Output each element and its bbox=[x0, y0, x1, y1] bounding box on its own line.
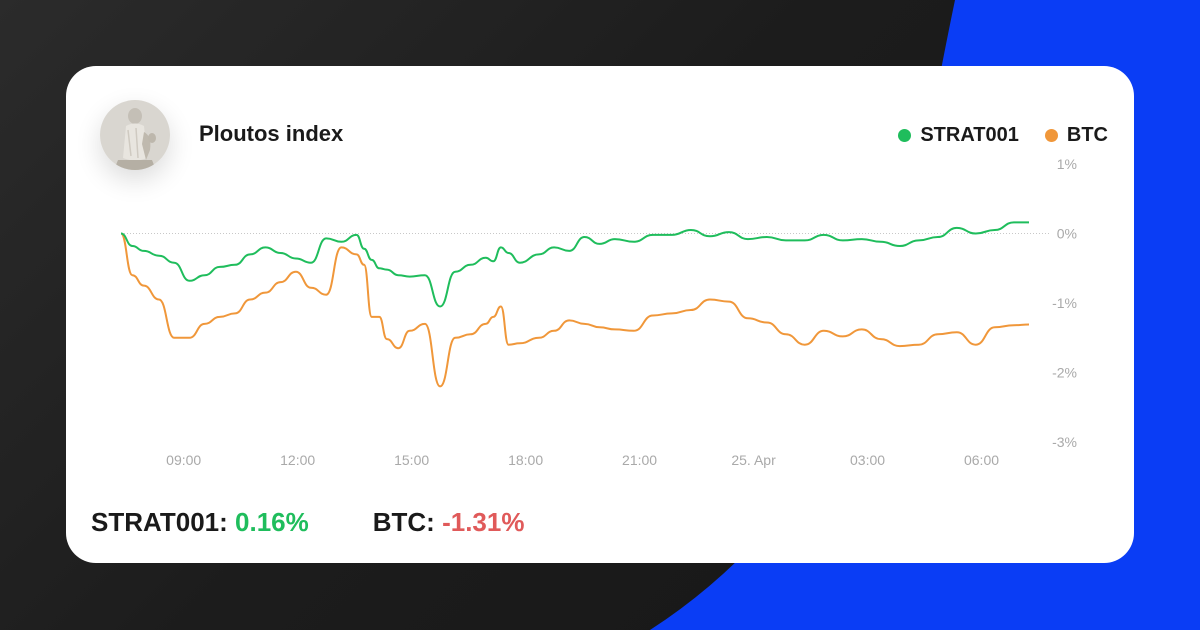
chart-legend: STRAT001 BTC bbox=[898, 124, 1108, 147]
x-tick-label: 12:00 bbox=[280, 452, 315, 468]
legend-item-btc[interactable]: BTC bbox=[1044, 124, 1108, 147]
x-tick-label: 25. Apr bbox=[731, 452, 776, 468]
y-tick-label: 1% bbox=[1057, 156, 1077, 172]
y-tick-label: -2% bbox=[1052, 365, 1077, 381]
legend-dot-strat-icon bbox=[898, 129, 912, 142]
y-tick-label: 0% bbox=[1057, 226, 1077, 242]
legend-label-strat: STRAT001 bbox=[920, 124, 1019, 146]
series-line-strat001[interactable] bbox=[120, 221, 1029, 308]
summary-btc-label: BTC: bbox=[372, 507, 435, 537]
summary-strat-value: 0.16% bbox=[235, 507, 309, 537]
series-line-btc[interactable] bbox=[120, 232, 1030, 388]
series-layer bbox=[120, 221, 1030, 388]
legend-item-strat[interactable]: STRAT001 bbox=[898, 124, 1019, 147]
performance-summary: STRAT001: 0.16% BTC: -1.31% bbox=[91, 507, 524, 538]
x-tick-label: 15:00 bbox=[394, 452, 429, 468]
y-axis-ticks: 1% 0% -1% -2% -3% bbox=[1052, 156, 1077, 450]
x-tick-label: 18:00 bbox=[508, 452, 543, 468]
x-tick-label: 09:00 bbox=[166, 452, 201, 468]
x-axis-ticks: 09:00 12:00 15:00 18:00 21:00 25. Apr 03:00 06:… bbox=[166, 452, 999, 468]
x-tick-label: 06:00 bbox=[964, 452, 999, 468]
x-tick-label: 21:00 bbox=[622, 452, 657, 468]
summary-btc-value: -1.31% bbox=[442, 507, 525, 537]
summary-btc: BTC: -1.31% bbox=[373, 507, 525, 538]
y-tick-label: -1% bbox=[1052, 295, 1077, 311]
y-tick-label: -3% bbox=[1052, 434, 1077, 450]
greek-statue-icon bbox=[100, 100, 170, 170]
summary-strat-label: STRAT001: bbox=[91, 507, 228, 537]
line-chart: 1% 0% -1% -2% -3% 09:00 12:00 15:00 18:00 21:00 2… bbox=[120, 156, 1077, 468]
legend-dot-btc-icon bbox=[1044, 129, 1058, 142]
x-tick-label: 03:00 bbox=[850, 452, 885, 468]
index-card: Ploutos index STRAT001 BTC 1% 0% -1% -2% -3%… bbox=[66, 66, 1134, 563]
page-title: Ploutos index bbox=[199, 121, 344, 146]
legend-label-btc: BTC bbox=[1066, 124, 1108, 146]
summary-strat: STRAT001: 0.16% bbox=[91, 507, 309, 538]
